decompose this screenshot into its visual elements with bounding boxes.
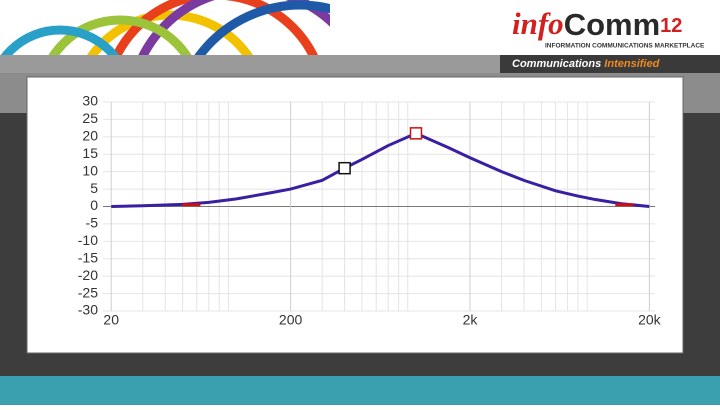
y-tick-label: -30 — [78, 302, 98, 318]
footer-bar — [0, 376, 720, 405]
logo-info: info — [512, 6, 564, 41]
y-tick-label: 20 — [82, 128, 98, 144]
logo-year: 12 — [660, 15, 682, 37]
x-tick-label: 200 — [279, 312, 303, 328]
logo: infoComm12 — [512, 6, 682, 42]
slogan: Communications Intensified — [512, 58, 660, 70]
handle — [409, 127, 423, 140]
slogan-a: Communications — [512, 58, 604, 70]
y-tick-label: -20 — [78, 267, 98, 283]
slogan-b: Intensified — [604, 58, 659, 70]
y-tick-label: 15 — [82, 145, 98, 161]
logo-area — [330, 0, 720, 55]
y-tick-label: 25 — [82, 110, 98, 126]
tagline: INFORMATION COMMUNICATIONS MARKETPLACE — [545, 43, 705, 50]
y-tick-label: 30 — [82, 93, 98, 109]
x-tick-label: 20 — [103, 312, 119, 328]
chart-frame — [26, 76, 684, 354]
logo-comm: Comm — [564, 7, 660, 42]
y-tick-label: 0 — [90, 197, 98, 213]
handle — [338, 161, 351, 175]
y-tick-label: -5 — [86, 215, 99, 231]
x-tick-label: 20k — [638, 312, 662, 328]
y-tick-label: -10 — [78, 232, 98, 248]
response-curve — [111, 131, 650, 208]
y-tick-label: 5 — [90, 180, 98, 196]
x-tick-label: 2k — [463, 312, 479, 328]
slogan-bar — [500, 55, 720, 73]
y-tick-label: 10 — [82, 162, 98, 178]
y-tick-label: -15 — [78, 249, 98, 265]
y-tick-label: -25 — [78, 284, 98, 300]
